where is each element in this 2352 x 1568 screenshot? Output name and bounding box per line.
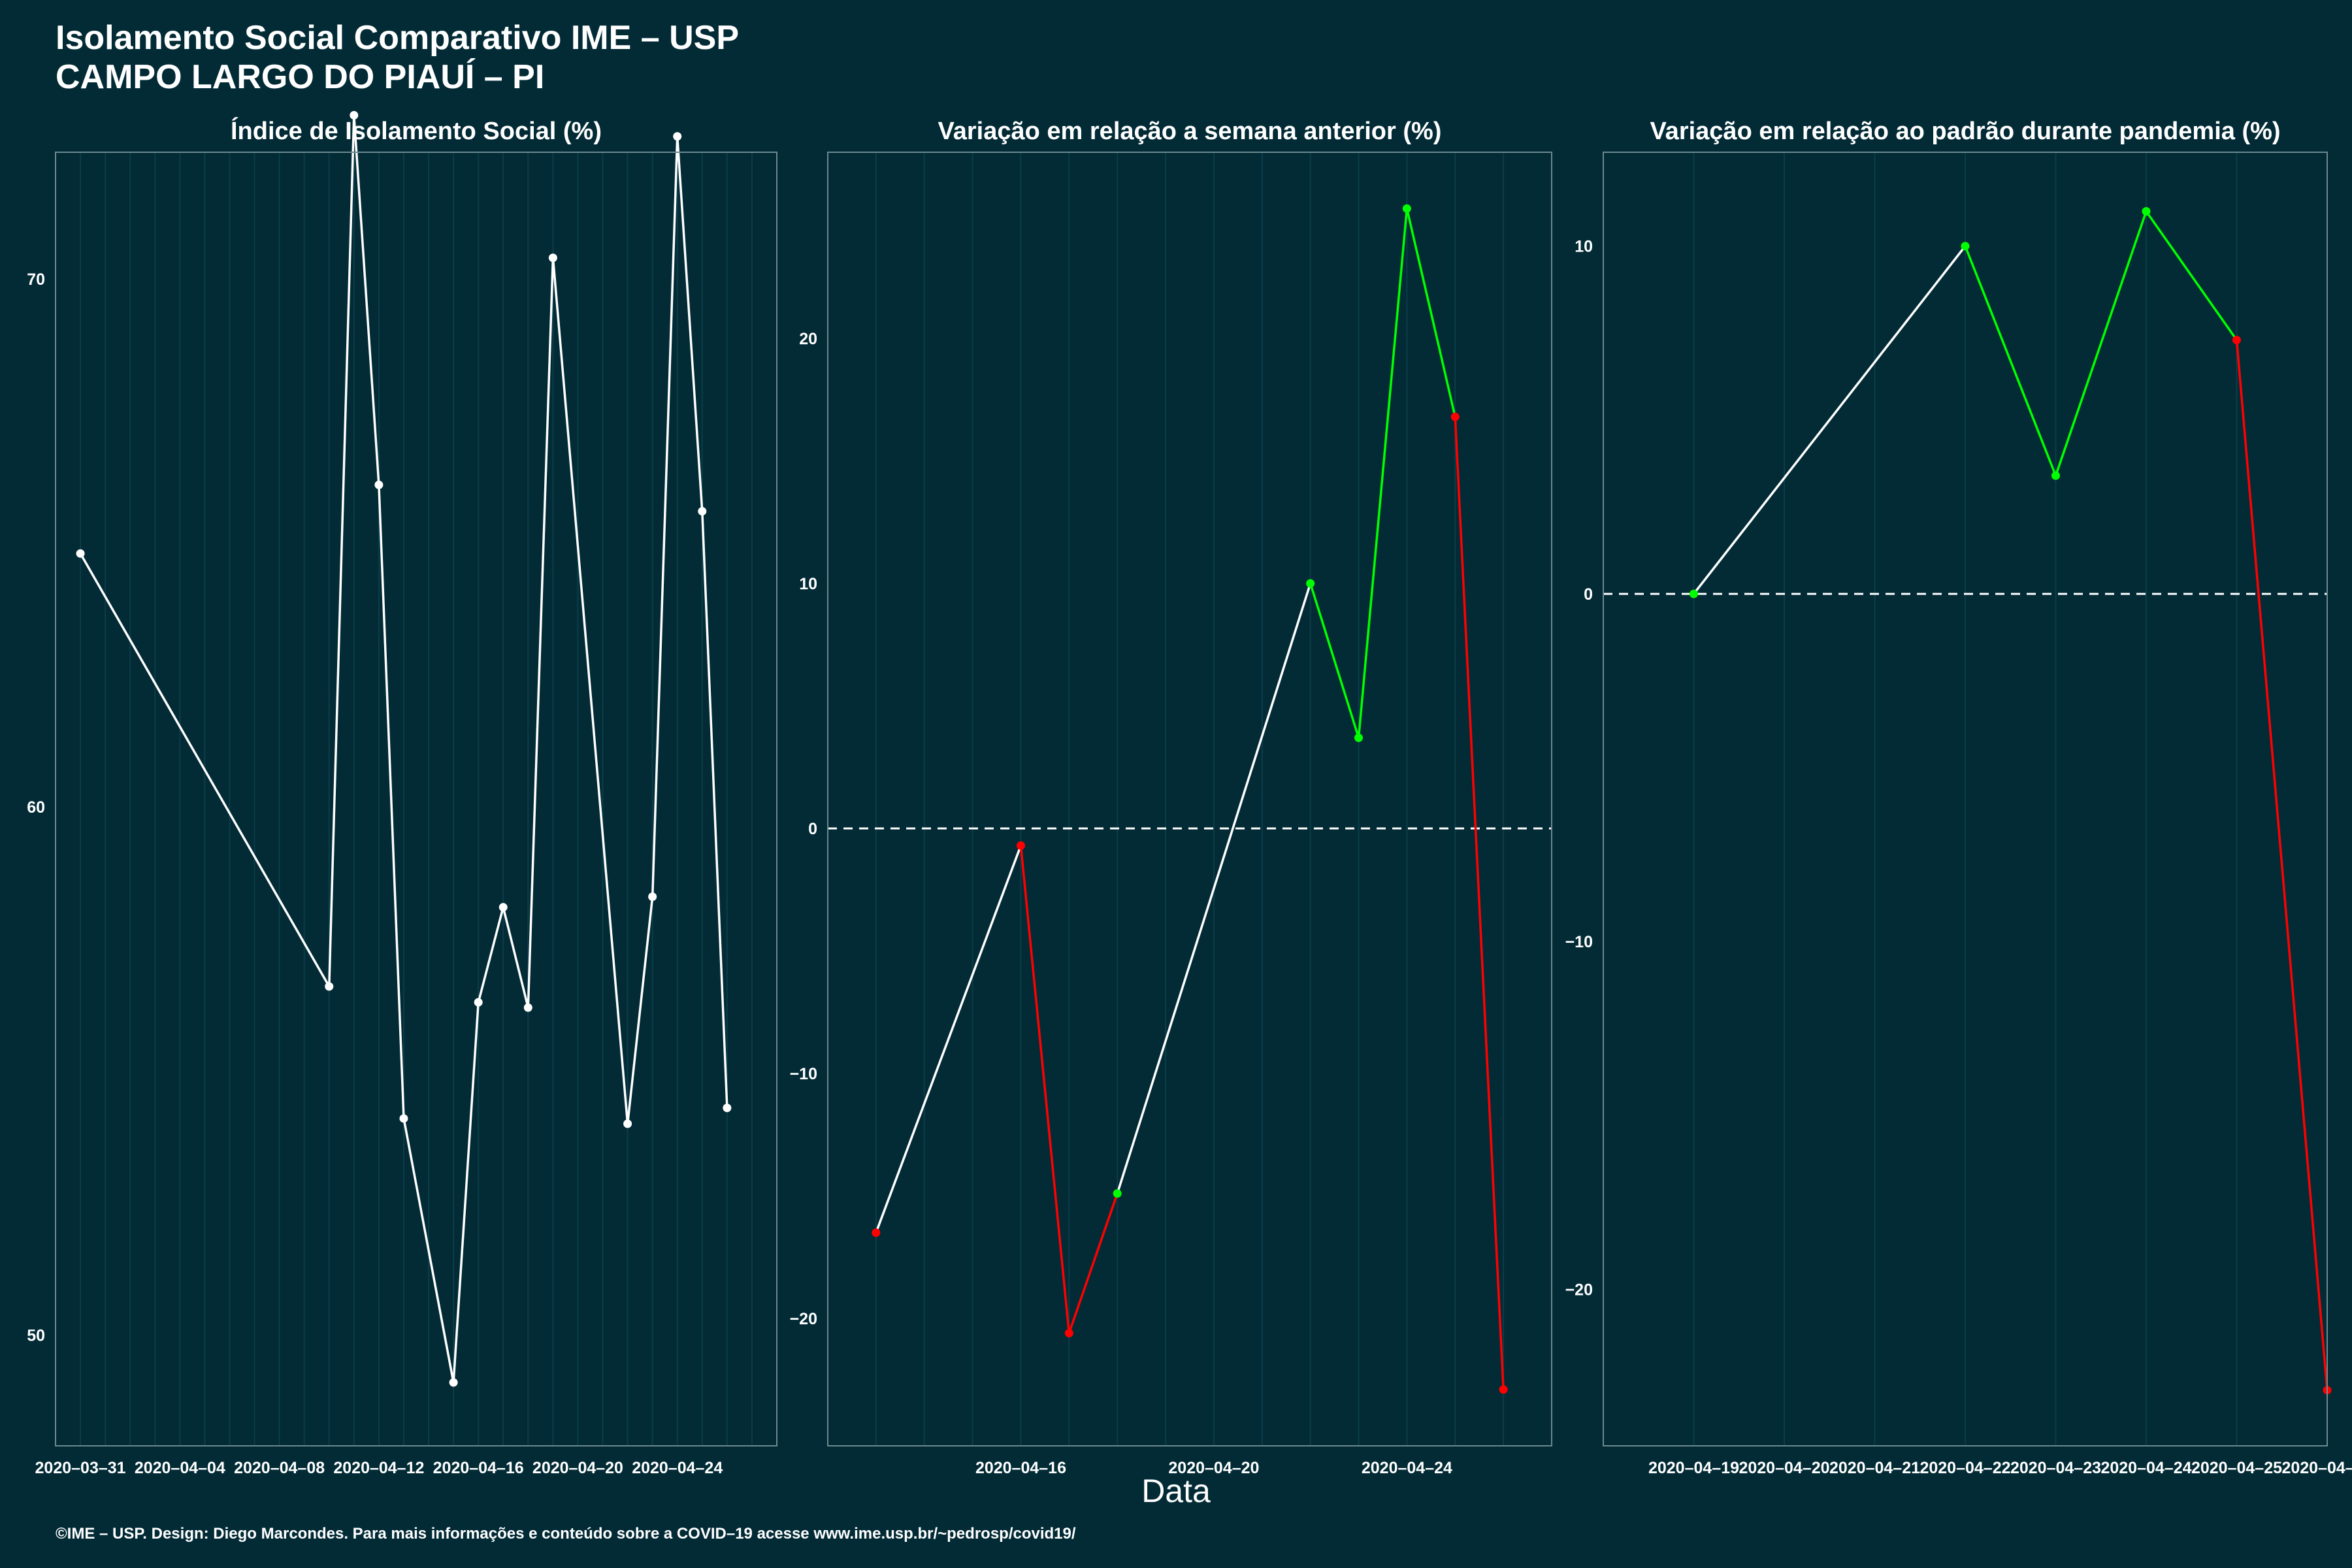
series-segment bbox=[2235, 340, 2328, 1390]
series-segment bbox=[875, 845, 1022, 1233]
panel-border bbox=[1603, 152, 2328, 1446]
series-segment bbox=[1454, 416, 1505, 1390]
data-point bbox=[698, 507, 707, 516]
x-tick-label: 2020–04–21 bbox=[1829, 1459, 1920, 1477]
data-point bbox=[2232, 335, 2241, 344]
y-tick-label: 20 bbox=[799, 330, 817, 348]
series-segment bbox=[1357, 208, 1409, 738]
data-point bbox=[1064, 1329, 1073, 1337]
data-point bbox=[1690, 589, 1698, 598]
y-tick-label: 0 bbox=[1584, 585, 1593, 604]
y-tick-label: −20 bbox=[790, 1310, 817, 1328]
data-point bbox=[1450, 412, 1460, 421]
panel-2: Variação em relação a semana anterior (%… bbox=[790, 118, 1552, 1477]
chart-subtitle: CAMPO LARGO DO PIAUÍ – PI bbox=[56, 58, 545, 96]
x-tick-label: 2020–04–23 bbox=[2010, 1459, 2101, 1477]
data-point bbox=[1961, 242, 1970, 251]
series-segment bbox=[2054, 210, 2148, 476]
x-tick-label: 2020–04–20 bbox=[532, 1459, 623, 1477]
data-point bbox=[350, 110, 359, 120]
data-point bbox=[872, 1228, 881, 1237]
data-point bbox=[673, 132, 682, 141]
x-tick-label: 2020–04–12 bbox=[333, 1459, 424, 1477]
x-tick-label: 2020–03–31 bbox=[35, 1459, 126, 1477]
y-tick-label: −10 bbox=[1565, 933, 1593, 951]
footer-caption: ©IME – USP. Design: Diego Marcondes. Par… bbox=[56, 1525, 1076, 1543]
x-tick-label: 2020–04–16 bbox=[433, 1459, 524, 1477]
x-tick-label: 2020–04–24 bbox=[1362, 1459, 1452, 1477]
series-segment bbox=[1309, 583, 1360, 738]
x-tick-label: 2020–04–25 bbox=[2191, 1459, 2282, 1477]
data-point bbox=[648, 892, 657, 902]
series-segment bbox=[1405, 208, 1456, 417]
x-tick-label: 2020–04–24 bbox=[2100, 1459, 2191, 1477]
series-segment bbox=[1116, 583, 1312, 1194]
chart-title: Isolamento Social Comparativo IME – USP bbox=[56, 19, 740, 57]
data-point bbox=[399, 1114, 408, 1123]
x-tick-label: 2020–04–04 bbox=[135, 1459, 225, 1477]
data-point bbox=[325, 982, 334, 991]
y-tick-label: 10 bbox=[799, 575, 817, 593]
data-point bbox=[523, 1003, 532, 1012]
panel-1: Índice de Isolamento Social (%) 50 60 70 202… bbox=[27, 110, 777, 1477]
series-segment bbox=[1019, 845, 1071, 1333]
data-point bbox=[1016, 841, 1025, 850]
x-tick-label: 2020–04–19 bbox=[1648, 1459, 1739, 1477]
data-point bbox=[498, 903, 508, 912]
x-tick-label: 2020–04–26 bbox=[2281, 1459, 2352, 1477]
x-tick-label: 2020–04–16 bbox=[975, 1459, 1066, 1477]
panel-title: Variação em relação a semana anterior (%… bbox=[938, 118, 1442, 145]
data-point bbox=[1354, 733, 1364, 742]
data-point bbox=[76, 549, 85, 558]
panel-title: Índice de Isolamento Social (%) bbox=[231, 116, 602, 145]
data-point bbox=[1499, 1385, 1508, 1394]
data-point bbox=[374, 480, 384, 489]
data-point bbox=[723, 1103, 732, 1113]
x-tick-label: 2020–04–24 bbox=[632, 1459, 723, 1477]
data-point bbox=[474, 998, 483, 1007]
series-segment bbox=[1068, 1193, 1119, 1334]
y-tick-label: −10 bbox=[790, 1065, 817, 1083]
data-point bbox=[1402, 204, 1411, 213]
y-tick-label: −20 bbox=[1565, 1281, 1593, 1299]
x-tick-label: 2020–04–08 bbox=[234, 1459, 325, 1477]
x-tick-label: 2020–04–20 bbox=[1168, 1459, 1259, 1477]
data-point bbox=[2142, 206, 2151, 216]
y-tick-label: 10 bbox=[1575, 238, 1593, 256]
series-segment bbox=[1693, 245, 1967, 595]
x-axis-label: Data bbox=[1141, 1473, 1211, 1509]
data-point bbox=[449, 1378, 458, 1387]
panel-title: Variação em relação ao padrão durante pa… bbox=[1650, 118, 2280, 145]
y-tick-label: 50 bbox=[27, 1326, 45, 1345]
y-tick-label: 60 bbox=[27, 798, 45, 817]
panel-3: Variação em relação ao padrão durante pa… bbox=[1565, 118, 2352, 1477]
panel-border bbox=[827, 152, 1552, 1446]
y-tick-label: 0 bbox=[808, 820, 817, 838]
data-point bbox=[1306, 579, 1315, 588]
panel-border bbox=[55, 152, 777, 1446]
y-tick-label: 70 bbox=[27, 270, 45, 289]
data-point bbox=[548, 253, 557, 263]
series-segment bbox=[2145, 210, 2238, 341]
series-segment bbox=[1964, 246, 2057, 476]
x-tick-label: 2020–04–22 bbox=[1919, 1459, 2010, 1477]
data-point bbox=[623, 1119, 632, 1128]
x-tick-label: 2020–04–20 bbox=[1739, 1459, 1829, 1477]
data-point bbox=[1113, 1189, 1122, 1198]
data-point bbox=[2051, 471, 2060, 480]
